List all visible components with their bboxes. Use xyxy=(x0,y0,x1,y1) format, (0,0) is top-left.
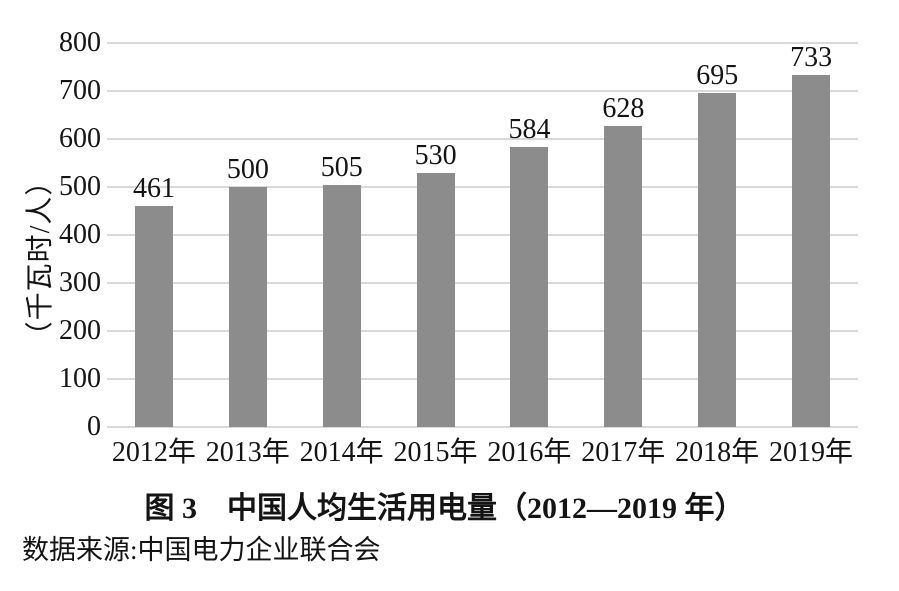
bar-value-label: 530 xyxy=(414,139,457,171)
bar xyxy=(792,75,831,427)
gridline xyxy=(107,330,858,332)
y-tick-label: 400 xyxy=(59,219,101,250)
bar-value-label: 733 xyxy=(790,42,833,74)
gridline xyxy=(107,282,858,284)
bar xyxy=(228,187,267,427)
bar xyxy=(416,172,455,427)
bar-value-label: 461 xyxy=(132,172,175,204)
bar-value-label: 695 xyxy=(696,60,739,92)
x-tick-label: 2013年 xyxy=(205,437,290,468)
bar xyxy=(510,146,549,427)
y-tick-label: 200 xyxy=(59,315,101,346)
y-tick-label: 600 xyxy=(59,123,101,154)
x-tick-label: 2019年 xyxy=(769,437,854,468)
bar xyxy=(698,93,737,427)
x-tick-label: 2012年 xyxy=(111,437,196,468)
plot-area: 461 2012年 500 2013年 505 2014年 530 2015年 584 2016年… xyxy=(107,42,858,468)
bar-value-label: 628 xyxy=(602,92,645,124)
bar-value-label: 505 xyxy=(320,151,363,183)
y-tick-label: 800 xyxy=(59,27,101,58)
bar xyxy=(134,205,173,427)
gridline xyxy=(107,42,858,44)
gridline xyxy=(107,186,858,188)
x-tick-label: 2017年 xyxy=(581,437,666,468)
bar-value-label: 584 xyxy=(508,113,551,145)
gridline xyxy=(107,378,858,380)
bar-value-label: 500 xyxy=(226,154,269,185)
y-tick-label: 500 xyxy=(59,171,101,202)
x-tick-label: 2018年 xyxy=(675,437,760,468)
y-tick-label: 700 xyxy=(59,75,101,106)
bar xyxy=(604,125,643,427)
x-tick-label: 2015年 xyxy=(393,437,478,468)
figure-source: 数据来源:中国电力企业联合会 xyxy=(22,535,381,565)
y-tick-label: 300 xyxy=(59,267,101,298)
bar-chart: （千瓦时/人） 0 100 200 300 400 500 600 700 800 461 201… xyxy=(0,28,858,468)
y-tick-label: 100 xyxy=(59,363,101,394)
gridline xyxy=(107,138,858,140)
gridline xyxy=(107,426,858,428)
gridline xyxy=(107,90,858,92)
x-tick-label: 2016年 xyxy=(487,437,572,468)
figure-caption: 图 3 中国人均生活用电量（2012—2019 年） xyxy=(144,492,745,525)
bar xyxy=(322,184,361,427)
y-axis-tick-labels: 0 100 200 300 400 500 600 700 800 xyxy=(0,28,101,442)
y-tick-label: 0 xyxy=(87,411,101,442)
x-tick-label: 2014年 xyxy=(299,437,384,468)
gridline xyxy=(107,234,858,236)
